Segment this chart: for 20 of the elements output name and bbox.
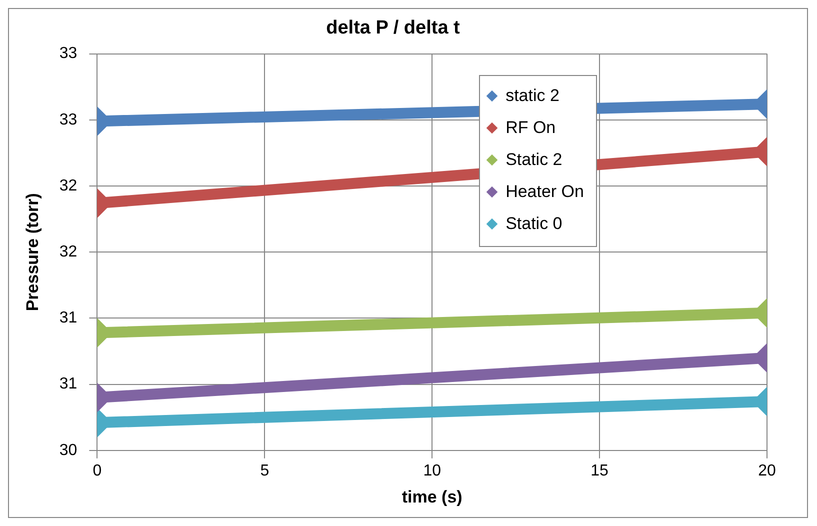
legend-label: Static 0 [506,214,562,234]
x-tick-label: 5 [260,462,270,480]
y-tick-label: 31 [59,376,78,393]
x-tick-label: 10 [423,462,442,480]
y-tick-label: 32 [59,244,78,261]
y-tick-label: 31 [59,310,78,327]
legend-label: RF On [506,118,556,138]
y-tick-label: 33 [59,45,78,62]
y-tick-label: 30 [59,442,78,459]
x-axis-title: time (s) [402,487,462,506]
y-tick-label: 32 [59,177,78,194]
y-tick-label: 33 [59,111,78,128]
x-tick-label: 20 [758,462,776,480]
chart-title: delta P / delta t [326,18,461,39]
legend-label: static 2 [506,86,560,106]
legend-label: Static 2 [506,150,562,170]
legend-label: Heater On [506,182,584,202]
x-tick-label: 0 [92,462,102,480]
x-tick-label: 15 [590,462,609,480]
y-axis-title: Pressure (torr) [22,193,42,312]
